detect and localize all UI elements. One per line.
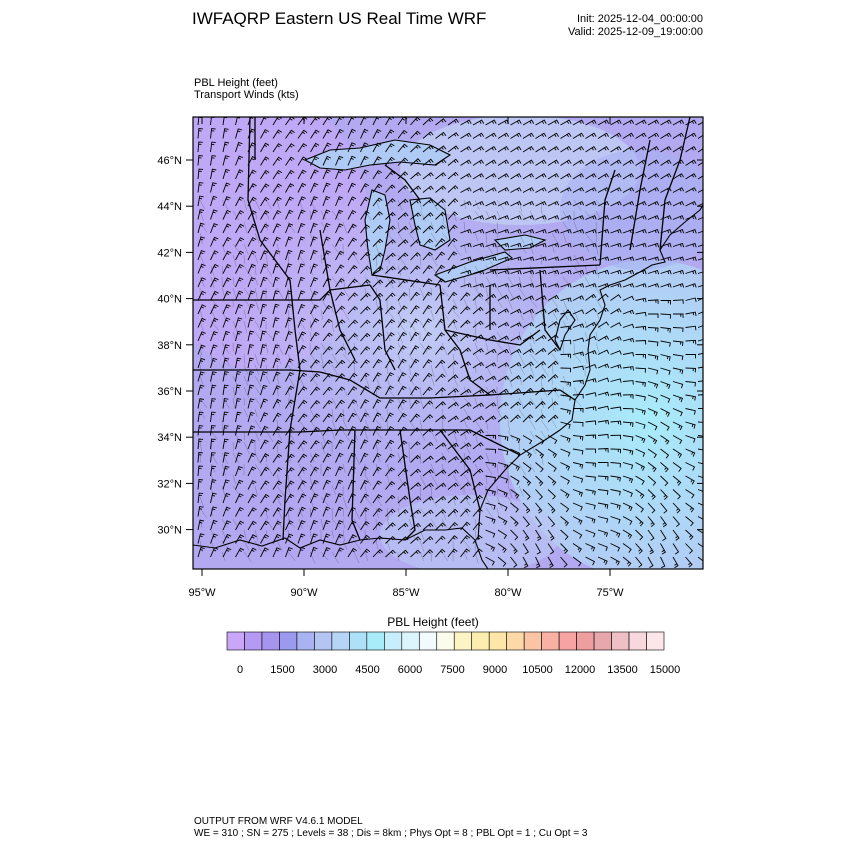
lon-label: 75°W bbox=[596, 587, 624, 599]
lat-label: 32°N bbox=[157, 478, 182, 490]
colorbar-swatch bbox=[314, 631, 333, 651]
colorbar-swatch bbox=[453, 631, 473, 651]
colorbar-swatch bbox=[576, 631, 595, 651]
map-frame bbox=[192, 116, 704, 570]
lat-label: 46°N bbox=[157, 155, 182, 167]
colorbar-swatch bbox=[349, 631, 368, 651]
colorbar-label: 13500 bbox=[607, 664, 638, 676]
colorbar-swatch bbox=[611, 631, 630, 651]
colorbar-swatch bbox=[541, 631, 560, 651]
pbl-label: PBL Height (feet) bbox=[194, 77, 278, 89]
field-labels: PBL Height (feet) Transport Winds (kts) bbox=[194, 77, 299, 101]
colorbar-label: 9000 bbox=[483, 664, 507, 676]
lon-label: 80°W bbox=[494, 587, 522, 599]
colorbar-swatch bbox=[418, 631, 438, 651]
latitude-axis: 46°N 44°N 42°N 40°N 38°N 36°N 34°N 32°N 30°N bbox=[157, 155, 703, 537]
lat-label: 30°N bbox=[157, 525, 182, 537]
init-time: Init: 2025-12-04_00:00:00 bbox=[577, 13, 703, 25]
model-config: WE = 310 ; SN = 275 ; Levels = 38 ; Dis … bbox=[194, 828, 588, 839]
colorbar-swatch bbox=[506, 631, 525, 651]
colorbar: 0 1500 3000 4500 6000 7500 9000 10500 12000 13500… bbox=[226, 631, 681, 676]
valid-time: Valid: 2025-12-09_19:00:00 bbox=[568, 26, 703, 38]
longitude-axis: 95°W 90°W 85°W 80°W 75°W bbox=[188, 117, 624, 599]
colorbar-label: 1500 bbox=[270, 664, 294, 676]
colorbar-swatch bbox=[401, 631, 420, 651]
lon-label: 85°W bbox=[392, 587, 420, 599]
colorbar-swatch bbox=[226, 631, 245, 651]
colorbar-swatch bbox=[628, 631, 647, 651]
colorbar-title: PBL Height (feet) bbox=[387, 615, 479, 629]
lat-label: 34°N bbox=[157, 432, 182, 444]
colorbar-swatch bbox=[331, 631, 350, 651]
colorbar-label: 6000 bbox=[398, 664, 422, 676]
lon-label: 95°W bbox=[188, 587, 216, 599]
colorbar-swatch bbox=[646, 631, 665, 651]
winds-label: Transport Winds (kts) bbox=[194, 89, 299, 101]
colorbar-swatch bbox=[488, 631, 507, 651]
time-info: Init: 2025-12-04_00:00:00 Valid: 2025-12… bbox=[568, 13, 703, 39]
lat-label: 42°N bbox=[157, 247, 182, 259]
model-footer: OUTPUT FROM WRF V4.6.1 MODEL WE = 310 ; … bbox=[194, 816, 587, 840]
colorbar-swatch bbox=[296, 631, 315, 651]
colorbar-swatch bbox=[593, 631, 612, 651]
colorbar-swatch bbox=[279, 631, 298, 651]
chart-title: IWFAQRP Eastern US Real Time WRF bbox=[192, 9, 487, 28]
transport-wind-barbs bbox=[197, 117, 703, 569]
colorbar-swatch bbox=[558, 631, 577, 651]
lat-label: 40°N bbox=[157, 294, 182, 306]
colorbar-swatch bbox=[244, 631, 263, 651]
colorbar-label: 3000 bbox=[313, 664, 337, 676]
lat-label: 36°N bbox=[157, 386, 182, 398]
colorbar-label: 7500 bbox=[440, 664, 464, 676]
colorbar-swatch bbox=[261, 631, 280, 651]
model-version: OUTPUT FROM WRF V4.6.1 MODEL bbox=[194, 816, 363, 827]
colorbar-swatch bbox=[471, 631, 490, 651]
colorbar-label: 4500 bbox=[355, 664, 379, 676]
colorbar-swatch bbox=[436, 631, 455, 651]
colorbar-label: 0 bbox=[237, 664, 243, 676]
colorbar-label: 15000 bbox=[650, 664, 681, 676]
colorbar-label: 10500 bbox=[522, 664, 553, 676]
colorbar-label: 12000 bbox=[565, 664, 596, 676]
lon-label: 90°W bbox=[290, 587, 318, 599]
colorbar-swatch bbox=[384, 631, 403, 651]
lat-label: 44°N bbox=[157, 201, 182, 213]
colorbar-swatch bbox=[523, 631, 542, 651]
lat-label: 38°N bbox=[157, 340, 182, 352]
colorbar-swatch bbox=[366, 631, 385, 651]
